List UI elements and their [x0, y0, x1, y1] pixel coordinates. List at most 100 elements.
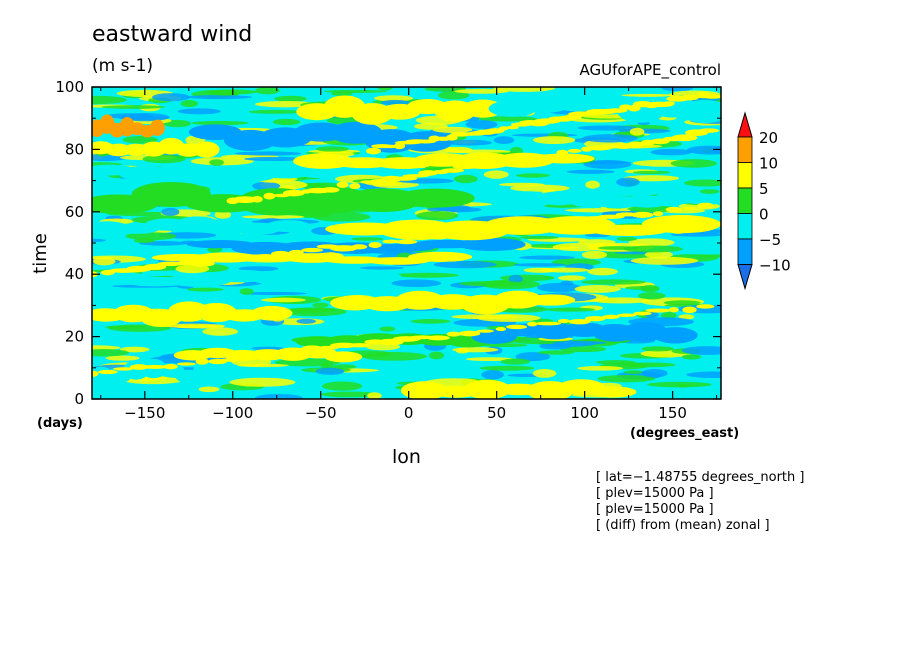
wind-streak	[671, 134, 698, 142]
wind-streak	[556, 149, 569, 156]
wind-texture-patch	[186, 287, 224, 292]
wind-streak	[176, 362, 196, 366]
x-tick-label: −100	[212, 404, 253, 422]
wind-streak	[572, 218, 587, 226]
wind-streak	[129, 364, 149, 370]
wind-texture-patch	[445, 146, 473, 154]
run-name: AGUforAPE_control	[579, 61, 721, 79]
wind-texture-patch	[367, 392, 382, 399]
wind-texture-patch	[101, 105, 165, 109]
wind-texture-patch	[537, 350, 575, 355]
wind-streak	[228, 257, 239, 262]
wind-texture-patch	[483, 170, 509, 179]
y-axis-unit: (days)	[37, 416, 83, 431]
wind-texture-patch	[508, 274, 523, 284]
wind-texture-patch	[660, 311, 677, 319]
wind-texture-patch	[465, 357, 514, 362]
wind-texture-patch	[446, 139, 493, 146]
wind-texture-patch	[315, 367, 345, 375]
wind-texture-patch	[210, 89, 241, 96]
wind-texture-patch	[661, 87, 694, 92]
wind-streak	[393, 142, 406, 150]
wind-streak	[271, 250, 291, 257]
note-plev-2: [ plev=15000 Pa ]	[596, 502, 714, 517]
wind-streak	[163, 363, 178, 370]
wind-texture-patch	[332, 364, 357, 369]
wind-band	[641, 215, 721, 234]
wind-texture-patch	[537, 282, 582, 293]
wind-texture-patch	[623, 245, 683, 253]
wind-texture-patch	[629, 127, 645, 136]
wind-streak	[157, 261, 185, 267]
wind-streak	[696, 304, 715, 309]
wind-texture-patch	[587, 267, 618, 276]
wind-streak	[697, 202, 714, 209]
wind-texture-patch	[479, 365, 535, 371]
wind-streak	[189, 260, 215, 267]
wind-band	[337, 270, 402, 284]
wind-texture-patch	[577, 365, 624, 371]
wind-texture-patch	[163, 119, 191, 128]
wind-streak	[321, 187, 340, 193]
wind-texture-patch	[498, 182, 545, 187]
wind-streak	[519, 224, 546, 230]
wind-streak	[208, 258, 227, 263]
wind-texture-patch	[252, 181, 281, 191]
colorbar-box	[737, 187, 753, 214]
wind-texture-patch	[552, 340, 607, 345]
wind-streak	[425, 335, 450, 341]
wind-streak	[537, 154, 564, 158]
wind-streak	[682, 306, 697, 314]
x-tick-label: 150	[658, 404, 687, 422]
wind-texture-patch	[391, 279, 442, 288]
wind-streak	[701, 93, 721, 99]
wind-texture-patch	[500, 358, 531, 365]
wind-texture-patch	[641, 369, 668, 378]
wind-texture-patch	[161, 207, 180, 217]
wind-band	[457, 237, 526, 252]
wind-texture-patch	[591, 297, 651, 304]
wind-streak	[662, 101, 675, 106]
wind-texture-patch	[410, 319, 451, 324]
wind-texture-patch	[416, 211, 459, 221]
wind-texture-patch	[681, 354, 702, 360]
wind-streak	[417, 233, 428, 241]
wind-streak	[142, 364, 168, 369]
wind-texture-patch	[234, 151, 302, 156]
wind-band	[149, 119, 165, 136]
wind-texture-patch	[670, 232, 721, 237]
wind-texture-patch	[632, 170, 671, 175]
wind-streak	[366, 147, 382, 155]
plot-area	[92, 87, 721, 399]
wind-texture-patch	[493, 136, 515, 144]
wind-band	[294, 166, 348, 179]
note-diff: [ (diff) from (mean) zonal ]	[596, 518, 770, 533]
wind-texture-patch	[238, 266, 279, 272]
wind-streak	[631, 211, 654, 218]
wind-streak	[270, 352, 292, 358]
wind-streak	[633, 311, 652, 316]
wind-texture-patch	[458, 280, 526, 287]
wind-texture-patch	[621, 93, 674, 97]
wind-texture-patch	[236, 363, 289, 368]
wind-texture-patch	[581, 250, 608, 259]
wind-texture-patch	[351, 237, 384, 241]
wind-streak	[219, 358, 248, 362]
wind-band	[463, 379, 511, 399]
wind-texture-patch	[482, 343, 528, 348]
wind-streak	[597, 214, 625, 219]
wind-streak	[506, 324, 528, 330]
wind-texture-patch	[519, 255, 575, 260]
x-tick-label: −50	[305, 404, 337, 422]
wind-texture-patch	[515, 352, 551, 362]
wind-texture-patch	[640, 284, 660, 293]
wind-streak	[336, 181, 349, 188]
wind-texture-patch	[274, 95, 307, 102]
wind-texture-patch	[465, 120, 498, 129]
wind-texture-patch	[513, 263, 567, 267]
wind-streak	[368, 242, 382, 249]
colorbar-label: 0	[759, 206, 769, 224]
wind-streak	[458, 330, 481, 337]
wind-band	[684, 194, 721, 205]
wind-band	[680, 99, 721, 124]
